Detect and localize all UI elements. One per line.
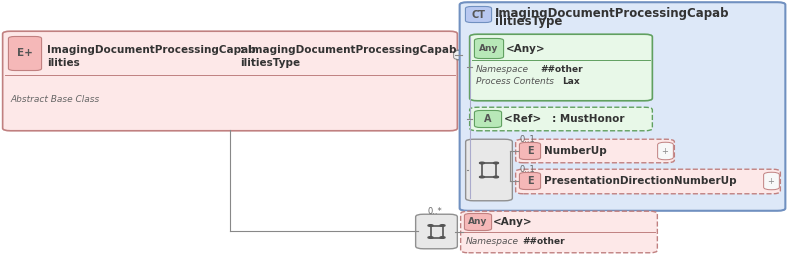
Circle shape: [428, 237, 433, 238]
FancyBboxPatch shape: [465, 6, 492, 22]
FancyBboxPatch shape: [464, 213, 492, 230]
Text: NumberUp: NumberUp: [544, 146, 607, 156]
FancyBboxPatch shape: [470, 107, 652, 131]
Text: ilitiesType: ilitiesType: [495, 15, 563, 28]
Text: E: E: [527, 176, 534, 186]
Circle shape: [479, 176, 485, 178]
Text: CT: CT: [471, 10, 486, 20]
Text: <Any>: <Any>: [493, 217, 533, 227]
Text: ImagingDocumentProcessingCapab: ImagingDocumentProcessingCapab: [495, 6, 730, 20]
Text: ilitiesType: ilitiesType: [240, 58, 300, 68]
FancyBboxPatch shape: [475, 110, 501, 127]
Text: +: +: [662, 147, 668, 156]
Text: Any: Any: [468, 217, 488, 227]
FancyBboxPatch shape: [466, 139, 512, 201]
Text: <Any>: <Any>: [506, 44, 545, 54]
Circle shape: [440, 237, 445, 238]
Circle shape: [428, 225, 433, 226]
Text: Any: Any: [479, 44, 499, 53]
FancyBboxPatch shape: [2, 31, 457, 131]
Text: Lax: Lax: [562, 77, 579, 85]
FancyBboxPatch shape: [475, 38, 504, 59]
Text: ##other: ##other: [522, 238, 564, 246]
Text: ##other: ##other: [540, 64, 582, 74]
Text: ilities: ilities: [47, 58, 79, 68]
Text: 0..1: 0..1: [520, 134, 536, 143]
Text: PresentationDirectionNumberUp: PresentationDirectionNumberUp: [544, 176, 737, 186]
Text: Namespace: Namespace: [466, 238, 519, 246]
Text: ImagingDocumentProcessingCapab: ImagingDocumentProcessingCapab: [47, 45, 256, 55]
Text: A: A: [484, 114, 492, 124]
FancyBboxPatch shape: [658, 142, 674, 160]
Text: : ImagingDocumentProcessingCapab: : ImagingDocumentProcessingCapab: [240, 45, 456, 55]
Text: Process Contents: Process Contents: [476, 77, 554, 85]
Circle shape: [493, 162, 498, 164]
FancyBboxPatch shape: [515, 139, 674, 163]
Circle shape: [493, 176, 498, 178]
Text: Abstract Base Class: Abstract Base Class: [10, 95, 99, 104]
FancyBboxPatch shape: [515, 169, 781, 194]
FancyBboxPatch shape: [519, 142, 541, 159]
FancyBboxPatch shape: [9, 36, 42, 70]
FancyBboxPatch shape: [416, 214, 457, 249]
FancyBboxPatch shape: [470, 34, 652, 101]
Circle shape: [440, 225, 445, 226]
FancyBboxPatch shape: [460, 2, 785, 211]
Text: +: +: [767, 176, 774, 186]
Text: E: E: [527, 146, 534, 156]
FancyBboxPatch shape: [460, 211, 657, 253]
FancyBboxPatch shape: [519, 173, 541, 190]
Text: 0..*: 0..*: [428, 207, 443, 216]
Text: E+: E+: [17, 49, 33, 59]
FancyBboxPatch shape: [453, 50, 464, 60]
FancyBboxPatch shape: [763, 172, 779, 190]
Text: <Ref>   : MustHonor: <Ref> : MustHonor: [504, 114, 625, 124]
Text: Namespace: Namespace: [476, 64, 529, 74]
Circle shape: [479, 162, 485, 164]
Text: 0..1: 0..1: [520, 165, 536, 173]
